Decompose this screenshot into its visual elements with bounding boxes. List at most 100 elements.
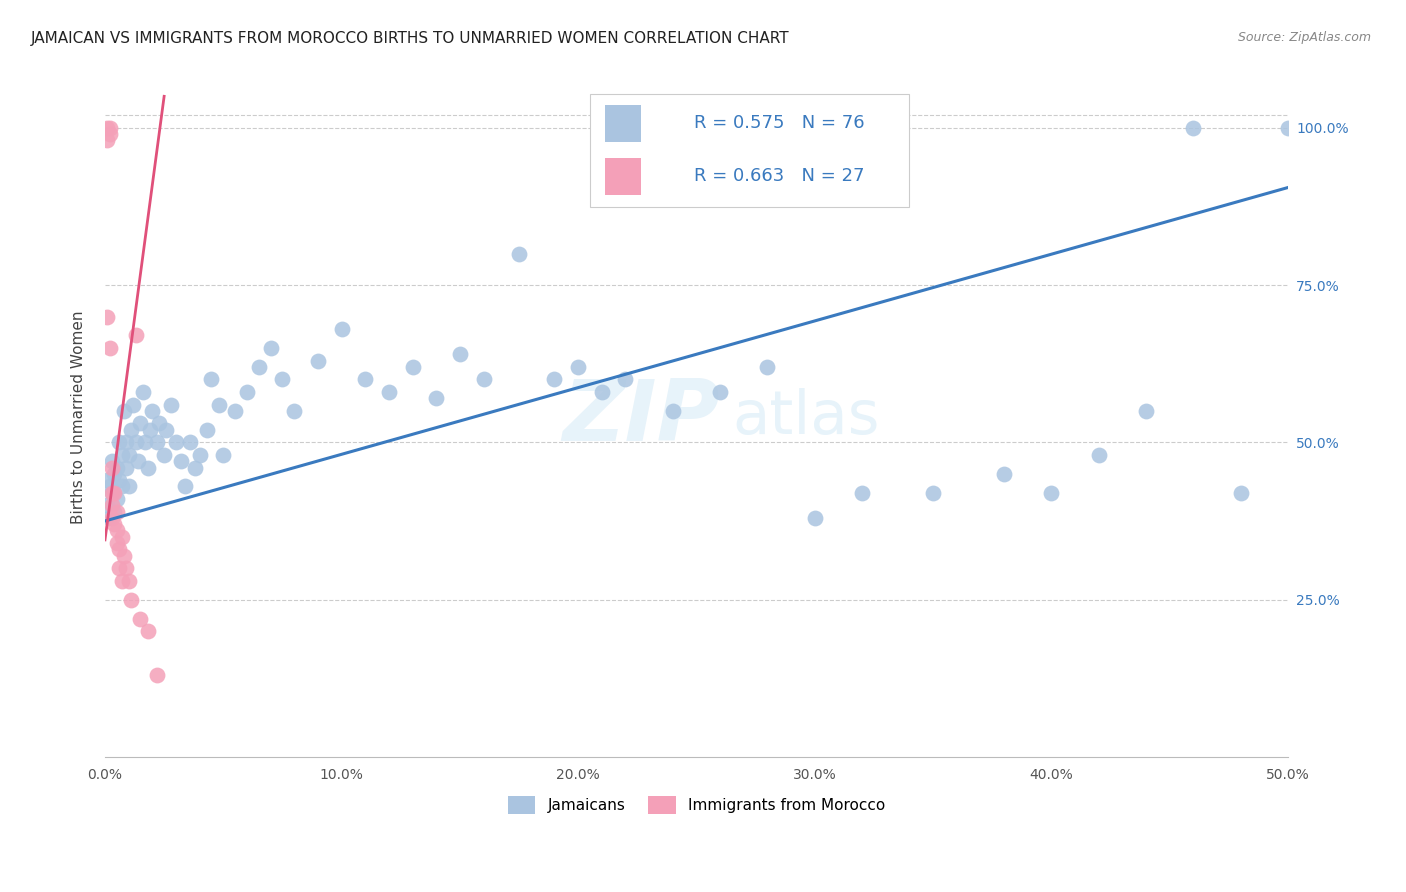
Point — [110, 574, 132, 588]
Point — [136, 460, 159, 475]
Bar — [606, 104, 641, 142]
Point — [146, 668, 169, 682]
Point — [96, 310, 118, 324]
Point — [283, 404, 305, 418]
Point — [195, 423, 218, 437]
Point — [224, 404, 246, 418]
Bar — [606, 158, 641, 195]
Point — [271, 372, 294, 386]
Point — [110, 479, 132, 493]
Point — [101, 498, 124, 512]
Point — [922, 485, 945, 500]
Point — [105, 505, 128, 519]
Point — [117, 574, 139, 588]
Point — [508, 246, 530, 260]
Point — [174, 479, 197, 493]
Text: R = 0.663   N = 27: R = 0.663 N = 27 — [695, 167, 865, 185]
Point — [134, 435, 156, 450]
Point — [449, 347, 471, 361]
Point — [179, 435, 201, 450]
Point — [153, 448, 176, 462]
Point — [567, 359, 589, 374]
Point — [993, 467, 1015, 481]
Y-axis label: Births to Unmarried Women: Births to Unmarried Women — [72, 310, 86, 524]
Point — [756, 359, 779, 374]
Point — [132, 384, 155, 399]
Point — [803, 511, 825, 525]
Point — [136, 624, 159, 639]
Point — [105, 524, 128, 538]
Point — [112, 404, 135, 418]
Point — [108, 542, 131, 557]
Point — [146, 435, 169, 450]
Legend: Jamaicans, Immigrants from Morocco: Jamaicans, Immigrants from Morocco — [508, 797, 886, 814]
Point — [103, 505, 125, 519]
Text: atlas: atlas — [733, 388, 879, 447]
Point — [614, 372, 637, 386]
Point — [1277, 120, 1299, 135]
Point — [105, 460, 128, 475]
Point — [330, 322, 353, 336]
Text: JAMAICAN VS IMMIGRANTS FROM MOROCCO BIRTHS TO UNMARRIED WOMEN CORRELATION CHART: JAMAICAN VS IMMIGRANTS FROM MOROCCO BIRT… — [31, 31, 790, 46]
Point — [120, 592, 142, 607]
Point — [96, 473, 118, 487]
Point — [148, 417, 170, 431]
Text: R = 0.575   N = 76: R = 0.575 N = 76 — [695, 114, 865, 132]
Point — [1135, 404, 1157, 418]
Point — [188, 448, 211, 462]
Point — [120, 423, 142, 437]
Point — [212, 448, 235, 462]
Point — [125, 328, 148, 343]
Point — [139, 423, 162, 437]
Point — [98, 511, 121, 525]
Point — [96, 133, 118, 147]
Point — [103, 467, 125, 481]
Point — [851, 485, 873, 500]
Point — [103, 517, 125, 532]
Point — [1229, 485, 1251, 500]
Point — [155, 423, 177, 437]
FancyBboxPatch shape — [591, 95, 910, 207]
Point — [108, 435, 131, 450]
Point — [170, 454, 193, 468]
Point — [98, 127, 121, 141]
Point — [117, 479, 139, 493]
Point — [160, 398, 183, 412]
Point — [709, 384, 731, 399]
Point — [354, 372, 377, 386]
Point — [247, 359, 270, 374]
Point — [96, 120, 118, 135]
Point — [207, 398, 229, 412]
Point — [200, 372, 222, 386]
Point — [105, 536, 128, 550]
Point — [1182, 120, 1205, 135]
Point — [141, 404, 163, 418]
Point — [112, 549, 135, 563]
Point — [98, 479, 121, 493]
Point — [127, 454, 149, 468]
Point — [125, 435, 148, 450]
Point — [110, 530, 132, 544]
Point — [129, 611, 152, 625]
Point — [259, 341, 281, 355]
Point — [425, 392, 447, 406]
Point — [378, 384, 401, 399]
Point — [115, 561, 138, 575]
Point — [108, 561, 131, 575]
Text: ZIP: ZIP — [562, 376, 720, 458]
Point — [115, 435, 138, 450]
Point — [401, 359, 423, 374]
Point — [101, 485, 124, 500]
Point — [101, 460, 124, 475]
Point — [661, 404, 683, 418]
Point — [543, 372, 565, 386]
Point — [115, 460, 138, 475]
Point — [98, 120, 121, 135]
Point — [184, 460, 207, 475]
Point — [1087, 448, 1109, 462]
Point — [472, 372, 495, 386]
Point — [165, 435, 187, 450]
Point — [101, 485, 124, 500]
Point — [101, 454, 124, 468]
Point — [1040, 485, 1063, 500]
